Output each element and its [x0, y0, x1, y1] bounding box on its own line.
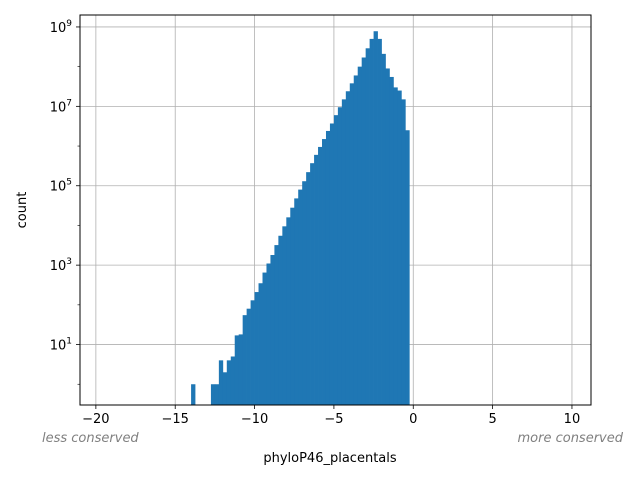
histogram-bar	[377, 38, 382, 406]
x-tick-label: 0	[409, 412, 417, 427]
histogram-bar	[298, 189, 303, 405]
x-tick-label: −5	[324, 412, 343, 427]
histogram-bar	[369, 38, 374, 406]
histogram-bar	[210, 384, 216, 405]
histogram-bar	[278, 235, 283, 405]
histogram-bar	[250, 300, 255, 405]
histogram-bar	[191, 384, 196, 405]
histogram-bar	[310, 163, 315, 405]
x-tick-label: −20	[82, 412, 109, 427]
histogram-bar	[222, 372, 228, 405]
axis-ticks: −20 −15 −10 −5 0 5 10 101 103 105 107 109	[50, 19, 581, 427]
histogram-bar	[385, 68, 390, 406]
plot-frame	[79, 14, 592, 406]
histogram-bar	[290, 207, 295, 405]
y-tick-label: 105	[50, 178, 72, 195]
histogram-bar	[405, 130, 410, 406]
histogram-bar	[325, 130, 331, 405]
histogram-bar	[329, 123, 335, 406]
histogram-bar	[314, 154, 319, 405]
histogram-bar	[381, 53, 386, 405]
histogram-bar	[349, 83, 355, 405]
histogram-bar	[274, 245, 279, 405]
histogram-bar	[393, 87, 398, 405]
histogram-bar	[218, 360, 224, 405]
histogram-bar	[333, 115, 339, 405]
histogram-bar	[361, 57, 367, 405]
histogram-bar	[365, 48, 370, 405]
histogram-bar	[318, 146, 323, 405]
y-tick-label: 109	[50, 19, 73, 36]
less-conserved-note: less conserved	[42, 431, 139, 446]
histogram-bar	[345, 91, 351, 406]
histogram-bar	[214, 384, 220, 405]
y-tick-label: 107	[50, 98, 72, 115]
more-conserved-note: more conserved	[518, 431, 624, 446]
histogram-bar	[322, 139, 327, 406]
histogram-bar	[282, 226, 287, 405]
histogram-bar	[397, 90, 402, 405]
histogram-bar	[226, 360, 232, 405]
x-tick-label: −10	[241, 412, 268, 427]
histogram-bar	[294, 198, 299, 405]
histogram-bar	[246, 308, 251, 405]
x-tick-label: 10	[564, 412, 581, 427]
histogram-bar	[262, 272, 267, 405]
y-axis-label: count	[15, 192, 30, 229]
histogram-bar	[357, 66, 363, 406]
y-tick-label: 101	[50, 337, 72, 354]
histogram-bar	[373, 31, 378, 406]
histogram-bars	[191, 31, 410, 406]
histogram-bar	[270, 255, 275, 405]
histogram-bar	[266, 263, 271, 405]
histogram-bar	[401, 99, 406, 405]
histogram-bar	[337, 107, 343, 405]
histogram-bar	[306, 172, 311, 405]
histogram-bar	[302, 181, 307, 405]
histogram-bar	[254, 292, 259, 405]
histogram-bar	[286, 217, 291, 405]
histogram-bar	[238, 334, 244, 405]
x-tick-label: −15	[161, 412, 188, 427]
histogram-bar	[242, 315, 247, 405]
histogram-bar	[389, 76, 394, 405]
x-axis-label: phyloP46_placentals	[263, 451, 397, 466]
x-tick-label: 5	[488, 412, 496, 427]
histogram-bar	[341, 99, 347, 405]
histogram-bar	[353, 75, 359, 406]
histogram-bar	[230, 356, 236, 405]
histogram-bar	[258, 283, 263, 405]
y-tick-label: 103	[50, 257, 72, 274]
histogram-bar	[234, 335, 240, 405]
